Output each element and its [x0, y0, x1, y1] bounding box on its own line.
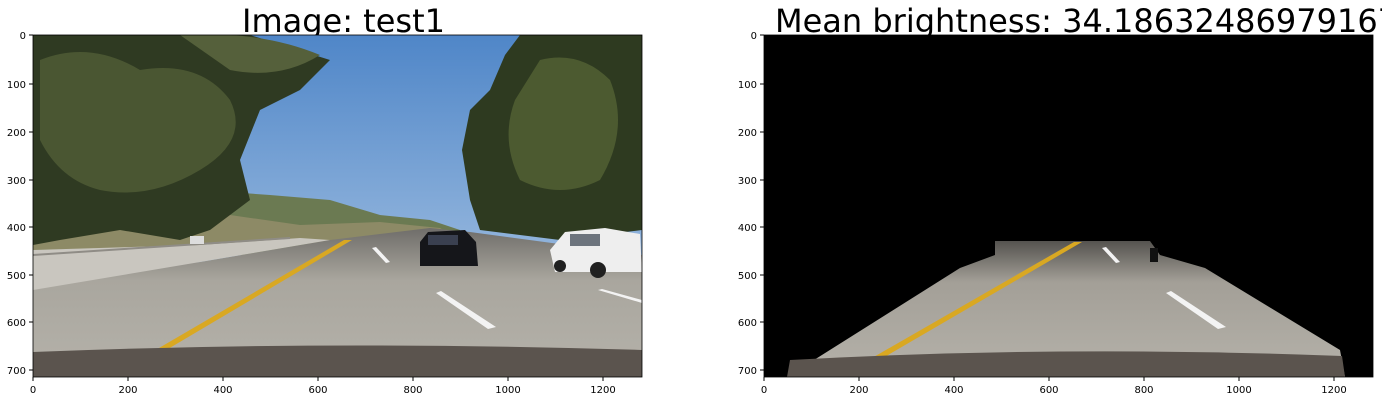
panel-right: Mean brightness: 34.18632486979167: [730, 0, 1382, 402]
left-y-tick: 400: [7, 223, 26, 234]
right-y-tick: 0: [751, 31, 757, 42]
right-x-tick: 0: [761, 385, 767, 396]
left-plot-title: Image: test1: [242, 2, 445, 40]
right-x-tick: 1200: [1321, 385, 1346, 396]
right-y-tick: 600: [738, 318, 757, 329]
right-x-tick: 800: [1134, 385, 1153, 396]
left-y-tick: 500: [7, 271, 26, 282]
right-y-tick: 300: [738, 176, 757, 187]
right-y-tick: 400: [738, 223, 757, 234]
right-x-tick: 600: [1039, 385, 1058, 396]
masked-road-region-image: [764, 35, 1373, 377]
left-y-tick: 100: [7, 80, 26, 91]
left-y-tick: 0: [20, 31, 26, 42]
left-x-tick: 400: [213, 385, 232, 396]
left-x-tick: 1200: [590, 385, 615, 396]
panel-left: Image: test1: [0, 0, 690, 402]
right-x-tick: 400: [944, 385, 963, 396]
right-y-tick: 200: [738, 128, 757, 139]
left-y-axis: 0 100 200 300 400 500 600 700: [7, 31, 33, 377]
left-y-tick: 300: [7, 176, 26, 187]
right-y-axis: 0 100 200 300 400 500 600 700: [738, 31, 764, 377]
left-x-tick: 0: [30, 385, 36, 396]
right-x-tick: 200: [849, 385, 868, 396]
right-y-tick: 100: [738, 80, 757, 91]
left-y-tick: 700: [7, 366, 26, 377]
left-x-tick: 1000: [495, 385, 520, 396]
right-plot: 0 200 400 600 800 1000 1200 0 100 200 30…: [738, 31, 1374, 396]
left-x-tick: 200: [118, 385, 137, 396]
left-x-tick: 600: [308, 385, 327, 396]
right-y-tick: 700: [738, 366, 757, 377]
right-x-tick: 1000: [1226, 385, 1251, 396]
right-x-axis: 0 200 400 600 800 1000 1200: [761, 377, 1347, 396]
left-x-tick: 800: [403, 385, 422, 396]
left-y-tick: 200: [7, 128, 26, 139]
left-x-axis: 0 200 400 600 800 1000 1200: [30, 377, 616, 396]
road-photo-image: [33, 35, 642, 377]
right-plot-title: Mean brightness: 34.18632486979167: [775, 2, 1382, 40]
left-y-tick: 600: [7, 318, 26, 329]
left-plot: 0 200 400 600 800 1000 1200 0 100 200 30…: [7, 31, 643, 396]
right-y-tick: 500: [738, 271, 757, 282]
